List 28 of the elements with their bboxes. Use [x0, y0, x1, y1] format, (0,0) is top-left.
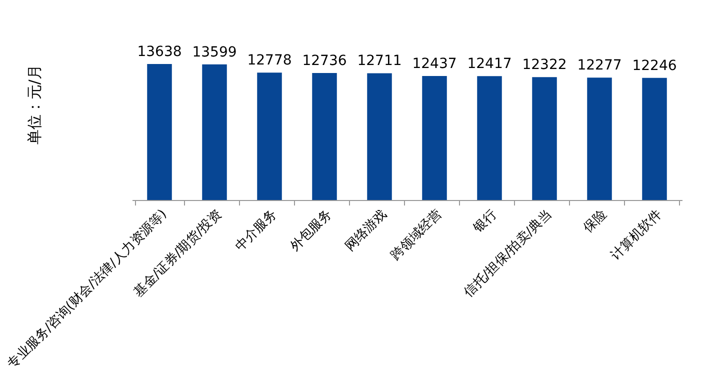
bar — [147, 64, 172, 200]
data-label: 12437 — [412, 56, 457, 72]
bar — [257, 72, 282, 200]
data-label: 12322 — [522, 57, 567, 74]
x-tick-label: 外包服务 — [288, 206, 335, 254]
data-label: 13599 — [192, 44, 237, 60]
y-axis-title: 单位：元/月 — [26, 64, 44, 145]
x-tick-label: 计算机软件 — [608, 206, 665, 264]
bar — [477, 76, 502, 200]
data-label: 12277 — [577, 58, 622, 74]
data-label: 12417 — [467, 56, 512, 72]
data-label: 12736 — [302, 52, 347, 69]
bar — [312, 72, 337, 200]
data-label: 12778 — [247, 52, 292, 69]
bar — [587, 78, 612, 200]
bar — [642, 78, 667, 200]
x-tick-label: 中介服务 — [232, 206, 280, 254]
data-label: 12711 — [357, 53, 402, 70]
x-tick-label: 跨领域经营 — [388, 206, 445, 264]
x-tick-label: 银行 — [470, 206, 500, 236]
x-tick-label: 网络游戏 — [342, 206, 390, 254]
x-tick-label: 保险 — [580, 206, 610, 236]
bar — [367, 73, 392, 200]
data-label: 12246 — [632, 58, 677, 74]
bar — [532, 77, 557, 200]
data-label: 13638 — [137, 44, 182, 60]
bar — [202, 64, 227, 200]
bar — [422, 76, 447, 200]
